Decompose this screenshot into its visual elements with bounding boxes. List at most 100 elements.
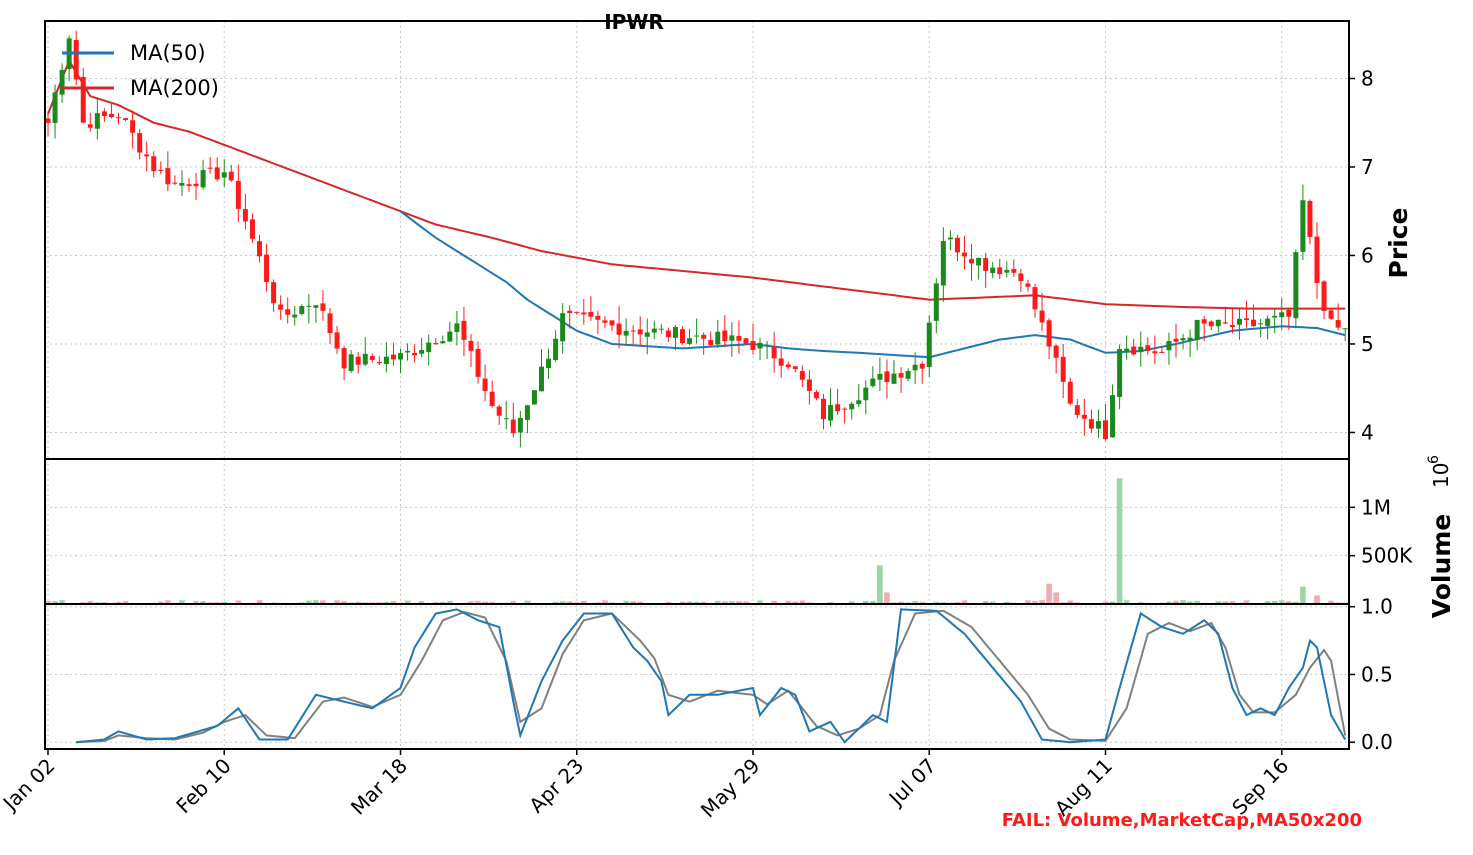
candle-body: [1314, 236, 1320, 283]
volume-bar: [757, 600, 763, 604]
candle-body: [665, 330, 671, 338]
candle-body: [637, 329, 643, 335]
volume-bar: [1166, 601, 1172, 604]
volume-bar: [1222, 601, 1229, 604]
candle-body: [1110, 395, 1116, 438]
candle-body: [1166, 341, 1172, 351]
volume-bar: [418, 601, 425, 604]
ma50-line: [399, 210, 1346, 359]
axis-ticks: Jan 02 Feb 10 Mar 18 Apr 23 May 29 Jul 07 Aug …: [0, 67, 1413, 823]
volume-bar: [1123, 600, 1130, 604]
volume-bar: [552, 601, 559, 604]
candle-body: [412, 353, 418, 356]
candle-body: [524, 405, 530, 420]
candle-body: [45, 118, 51, 123]
candle-body: [771, 346, 777, 359]
candle-body: [905, 371, 911, 379]
volume-bar: [792, 601, 799, 604]
volume-bar: [870, 601, 876, 604]
candle-body: [672, 326, 678, 338]
candle-body: [708, 340, 714, 346]
candle-body: [405, 350, 411, 353]
legend: MA(50) MA(200): [62, 41, 219, 100]
volume-bar: [566, 601, 573, 604]
volume-bar: [1243, 600, 1250, 604]
price-tick-label: 8: [1361, 67, 1374, 91]
volume-bar: [179, 600, 185, 604]
candle-body: [1053, 345, 1059, 358]
volume-bar: [1067, 600, 1074, 604]
candle-body: [1286, 309, 1292, 317]
volume-bar: [665, 601, 672, 604]
volume-bar: [334, 600, 340, 604]
volume-panel-frame: [44, 458, 1350, 605]
volume-axis-title: Volume: [1427, 514, 1456, 619]
volume-bar: [165, 600, 171, 604]
volume-bar: [1053, 592, 1059, 604]
volume-bar: [87, 601, 94, 604]
volume-bar: [1187, 601, 1193, 604]
candle-body: [426, 342, 432, 353]
candle-body: [1194, 319, 1200, 340]
candle-body: [193, 183, 199, 187]
candle-body: [179, 183, 185, 186]
candle-body: [1095, 421, 1101, 429]
volume-bar: [383, 601, 390, 604]
candle-body: [503, 418, 509, 420]
candle-body: [1124, 348, 1130, 352]
candle-body: [264, 254, 270, 282]
candle-body: [602, 320, 608, 323]
candle-body: [687, 338, 693, 344]
volume-bar: [1286, 601, 1292, 604]
candle-body: [595, 315, 601, 320]
candle-body: [539, 366, 544, 392]
candle-body: [271, 282, 277, 304]
candle-body: [116, 117, 121, 119]
candle-body: [1032, 287, 1038, 310]
candle-body: [1152, 351, 1158, 354]
volume-bar: [1173, 600, 1179, 604]
moving-average-lines: [47, 58, 1346, 359]
candlesticks: [45, 30, 1348, 448]
volume-bar: [919, 601, 925, 604]
candle-body: [433, 343, 439, 345]
candle-body: [736, 335, 742, 341]
candle-body: [475, 348, 481, 377]
candle-body: [912, 364, 918, 371]
x-tick-label: Jan 02: [0, 754, 60, 817]
volume-bar: [693, 601, 700, 604]
volume-bar: [686, 601, 693, 604]
candle-body: [52, 92, 58, 123]
price-tick-label: 6: [1361, 243, 1374, 267]
candle-body: [369, 356, 375, 360]
candle-body: [1011, 269, 1017, 273]
candle-body: [1236, 318, 1242, 325]
candle-body: [292, 314, 298, 318]
candle-body: [137, 133, 143, 153]
candle-body: [870, 378, 876, 387]
candle-body: [398, 353, 403, 360]
candle-body: [517, 417, 523, 433]
candle-body: [616, 323, 622, 335]
candle-body: [1117, 348, 1123, 398]
candle-body: [158, 169, 164, 171]
candle-body: [447, 331, 453, 342]
volume-bar: [1102, 601, 1109, 604]
volume-bar: [559, 601, 566, 604]
candle-body: [1074, 405, 1080, 415]
volume-bar: [722, 601, 728, 604]
candle-body: [228, 171, 234, 181]
candle-body: [715, 331, 721, 345]
candle-body: [954, 237, 960, 253]
candle-body: [1328, 310, 1334, 319]
candle-body: [969, 258, 975, 264]
candle-body: [306, 305, 312, 307]
volume-bar: [313, 600, 319, 604]
candle-body: [348, 354, 354, 371]
candle-body: [997, 267, 1003, 275]
candle-body: [1229, 324, 1235, 327]
candle-body: [1046, 320, 1052, 347]
oscillator-slow-line: [76, 609, 1347, 744]
candle-body: [877, 373, 883, 380]
candle-body: [1173, 338, 1179, 342]
